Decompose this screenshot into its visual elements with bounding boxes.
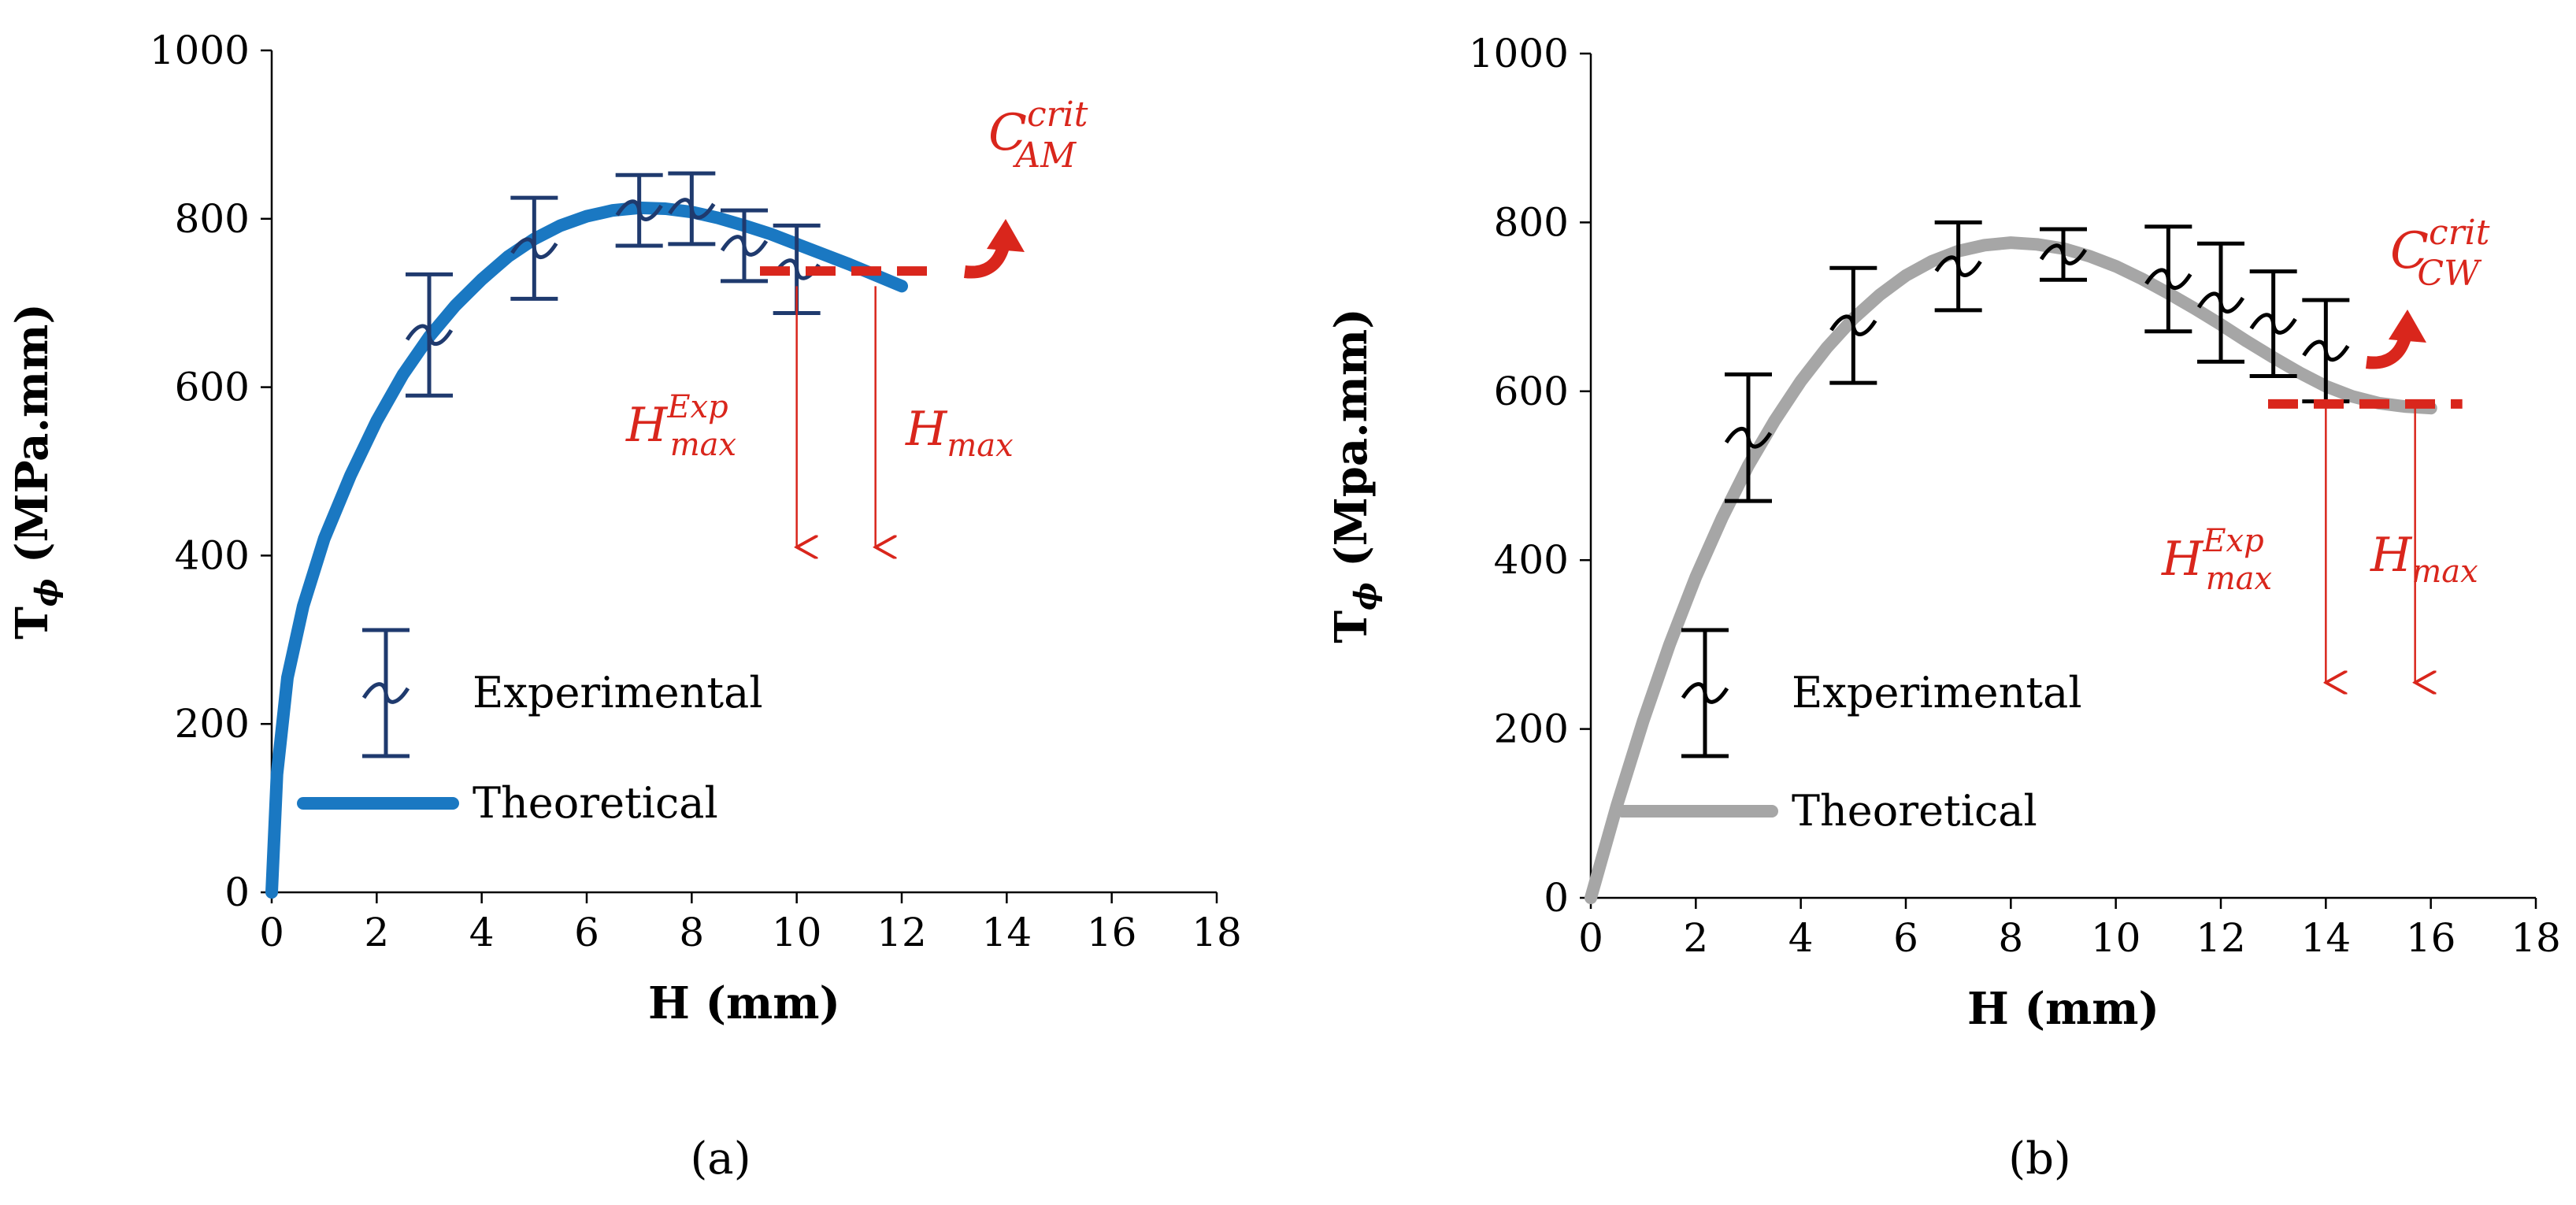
data-marker-squiggle xyxy=(720,235,769,257)
data-marker-squiggle xyxy=(668,198,716,220)
y-tick-label-a: 200 xyxy=(175,701,250,747)
data-marker-squiggle xyxy=(615,199,663,221)
x-tick-label-a: 6 xyxy=(574,910,599,955)
y-tick-label-a: 800 xyxy=(175,196,250,242)
experimental-point-b xyxy=(1724,372,1773,503)
legend-label-experimental: Experimental xyxy=(473,668,763,717)
y-tick-label-b: 200 xyxy=(1494,706,1569,752)
experimental-point-b xyxy=(1829,265,1877,385)
data-marker-squiggle xyxy=(2144,268,2192,290)
experimental-point-a xyxy=(615,172,663,248)
x-tick-label-a: 8 xyxy=(679,910,704,955)
critical-label: Ccrit AM xyxy=(988,95,1088,176)
panel-caption-b: (b) xyxy=(2008,1133,2071,1185)
x-tick-label-a: 18 xyxy=(1192,910,1242,955)
h-exp-max-label: HExp max xyxy=(625,389,736,463)
y-tick-label-a: 0 xyxy=(224,869,250,915)
experimental-point-b xyxy=(2249,269,2297,379)
h-exp-max-label: HExp max xyxy=(2161,523,2272,597)
data-marker-squiggle xyxy=(1829,314,1877,336)
x-tick-label-b: 4 xyxy=(1788,915,1814,961)
chart-panel-a: 0 2 4 6 8 10 12 14 16 18 0 200 400 600 800 1000 H (mm) Tϕ… xyxy=(6,28,1242,1185)
theoretical-curve-a xyxy=(265,201,908,899)
y-axis-title-b: Tϕ (Mpa.mm) xyxy=(1325,308,1383,643)
y-tick-label-b: 1000 xyxy=(1469,31,1569,76)
x-axis-title-b: H (mm) xyxy=(1967,983,2159,1035)
x-tick-label-a: 2 xyxy=(364,910,389,955)
experimental-point-a xyxy=(668,171,716,247)
experimental-point-b xyxy=(2039,227,2088,282)
critical-curl-arrowhead xyxy=(2389,310,2426,343)
legend-a: Experimental Theoretical xyxy=(297,628,763,828)
y-tick-label-b: 400 xyxy=(1494,537,1569,583)
data-marker-squiggle xyxy=(1934,255,1982,277)
annotations-a: Ccrit AM HExp max Hmax xyxy=(625,95,1088,547)
x-tick-label-b: 18 xyxy=(2511,915,2561,961)
x-tick-label-b: 10 xyxy=(2091,915,2141,961)
x-axis-title-a: H (mm) xyxy=(648,977,840,1029)
annotations-b: Ccrit CW HExp max Hmax xyxy=(2161,213,2490,683)
x-tick-label-b: 14 xyxy=(2301,915,2352,961)
critical-curl-arrowhead xyxy=(987,219,1025,252)
data-marker-squiggle xyxy=(405,324,454,347)
data-marker-squiggle xyxy=(2196,291,2245,313)
data-marker-squiggle xyxy=(1724,427,1773,449)
y-tick-label-a: 400 xyxy=(175,532,250,578)
data-marker-squiggle xyxy=(2249,313,2297,335)
data-marker-squiggle xyxy=(2039,243,2088,265)
h-max-label: Hmax xyxy=(905,402,1014,464)
x-tick-label-b: 2 xyxy=(1683,915,1708,961)
x-tick-label-a: 16 xyxy=(1087,910,1137,955)
panel-caption-a: (a) xyxy=(690,1133,751,1185)
y-tick-label-a: 1000 xyxy=(150,28,250,73)
legend-label-theoretical: Theoretical xyxy=(1792,786,2037,836)
legend-marker-squiggle xyxy=(361,682,410,704)
x-tick-label-b: 0 xyxy=(1578,915,1603,961)
x-tick-label-b: 16 xyxy=(2406,915,2456,961)
x-tick-label-a: 12 xyxy=(877,910,927,955)
data-marker-squiggle xyxy=(510,237,558,259)
experimental-point-b xyxy=(2144,224,2192,334)
experimental-point-b xyxy=(1934,220,1982,313)
y-axis-title-a: Tϕ (MPa.mm) xyxy=(6,303,64,640)
chart-panel-b: 0 2 4 6 8 10 12 14 16 18 0 200 400 600 800 1000 H (mm) Tϕ… xyxy=(1325,31,2561,1185)
h-max-label: Hmax xyxy=(2370,528,2478,590)
x-tick-label-b: 8 xyxy=(1998,915,2023,961)
x-tick-label-a: 10 xyxy=(772,910,822,955)
legend-label-theoretical: Theoretical xyxy=(473,778,718,828)
experimental-point-a xyxy=(510,195,558,301)
x-tick-label-a: 14 xyxy=(982,910,1032,955)
legend-marker-squiggle xyxy=(1681,682,1729,704)
legend-label-experimental: Experimental xyxy=(1792,668,2082,717)
x-tick-label-b: 12 xyxy=(2196,915,2246,961)
experimental-point-a xyxy=(405,272,454,398)
x-tick-label-a: 0 xyxy=(259,910,284,955)
x-tick-label-b: 6 xyxy=(1893,915,1918,961)
y-tick-label-b: 800 xyxy=(1494,199,1569,245)
data-marker-squiggle xyxy=(2302,339,2350,362)
experimental-point-b xyxy=(2196,241,2245,364)
y-tick-label-b: 600 xyxy=(1494,369,1569,414)
x-tick-label-a: 4 xyxy=(469,910,495,955)
critical-label: Ccrit CW xyxy=(2390,213,2490,294)
y-tick-label-b: 0 xyxy=(1544,875,1569,921)
experimental-point-a xyxy=(720,208,769,284)
y-tick-label-a: 600 xyxy=(175,365,250,410)
legend-b: Experimental Theoretical xyxy=(1616,628,2082,836)
